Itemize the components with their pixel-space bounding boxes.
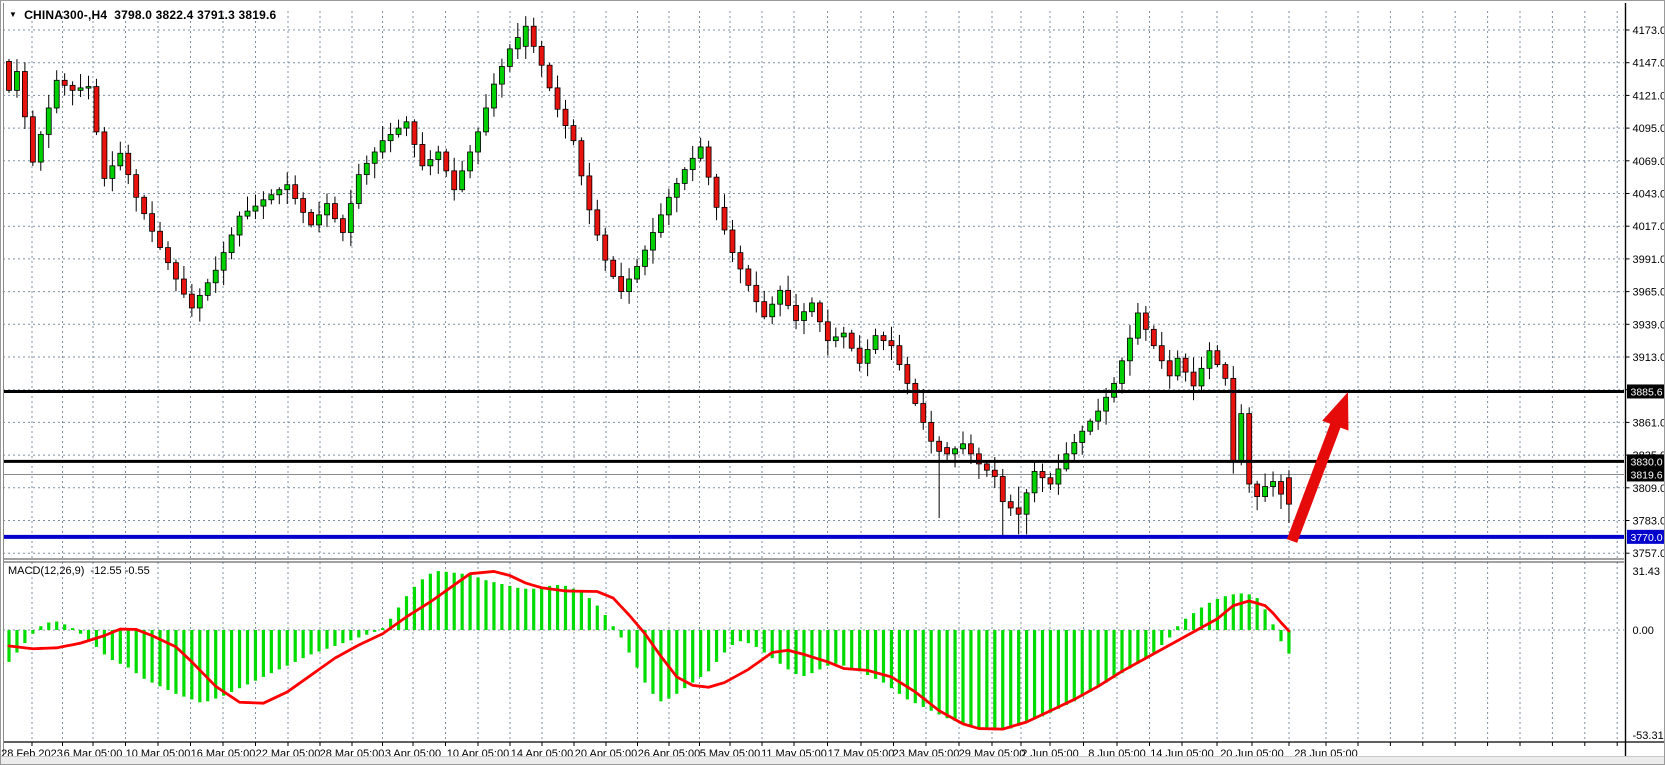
svg-text:4069.0: 4069.0 — [1633, 156, 1665, 168]
trend-arrow-annotation[interactable] — [1286, 392, 1349, 543]
svg-text:3991.0: 3991.0 — [1633, 254, 1665, 266]
svg-text:-53.31: -53.31 — [1633, 730, 1664, 742]
svg-text:0.00: 0.00 — [1633, 625, 1654, 637]
macd-indicator-label: MACD(12,26,9) -12.55 -0.55 — [8, 565, 150, 577]
svg-text:3770.0: 3770.0 — [1631, 532, 1663, 544]
window-bottom-strip — [1, 756, 1664, 764]
svg-text:4095.0: 4095.0 — [1633, 123, 1665, 135]
gridlines-layer — [3, 11, 1624, 742]
svg-text:3913.0: 3913.0 — [1633, 352, 1665, 364]
macd-name-label: MACD(12,26,9) — [8, 565, 85, 577]
macd-indicator-layer — [7, 570, 1291, 731]
svg-text:3809.0: 3809.0 — [1633, 483, 1665, 495]
symbol-timeframe-label: CHINA300-,H4 — [24, 8, 108, 22]
macd-axis-labels: 31.43 0.00 -53.31 — [1633, 566, 1664, 742]
price-badge: 3819.6 — [1627, 467, 1664, 482]
svg-text:4147.0: 4147.0 — [1633, 58, 1665, 70]
price-badge: 3885.6 — [1627, 384, 1664, 399]
svg-text:3885.6: 3885.6 — [1631, 386, 1663, 398]
price-badge: 3830.0 — [1627, 454, 1664, 469]
svg-text:31.43: 31.43 — [1633, 566, 1661, 578]
svg-text:3819.6: 3819.6 — [1631, 469, 1663, 481]
svg-text:3757.0: 3757.0 — [1633, 548, 1665, 560]
svg-text:3861.0: 3861.0 — [1633, 417, 1665, 429]
chart-title: ▼ CHINA300-,H4 3798.0 3822.4 3791.3 3819… — [9, 8, 276, 22]
svg-text:4121.0: 4121.0 — [1633, 90, 1665, 102]
svg-text:4043.0: 4043.0 — [1633, 189, 1665, 201]
macd-values-label: -12.55 -0.55 — [90, 565, 150, 577]
horizontal-level-lines[interactable] — [3, 389, 1624, 539]
symbol-dropdown-icon[interactable]: ▼ — [9, 10, 18, 19]
candles-layer — [6, 16, 1292, 536]
svg-text:3783.0: 3783.0 — [1633, 516, 1665, 528]
svg-text:4173.0: 4173.0 — [1633, 25, 1665, 37]
svg-text:4017.0: 4017.0 — [1633, 221, 1665, 233]
panel-frames — [3, 3, 1664, 758]
ohlc-values-label: 3798.0 3822.4 3791.3 3819.6 — [114, 8, 277, 22]
price-badge: 3770.0 — [1627, 529, 1664, 544]
svg-text:3939.0: 3939.0 — [1633, 319, 1665, 331]
svg-text:3830.0: 3830.0 — [1631, 456, 1663, 468]
svg-text:3965.0: 3965.0 — [1633, 287, 1665, 299]
